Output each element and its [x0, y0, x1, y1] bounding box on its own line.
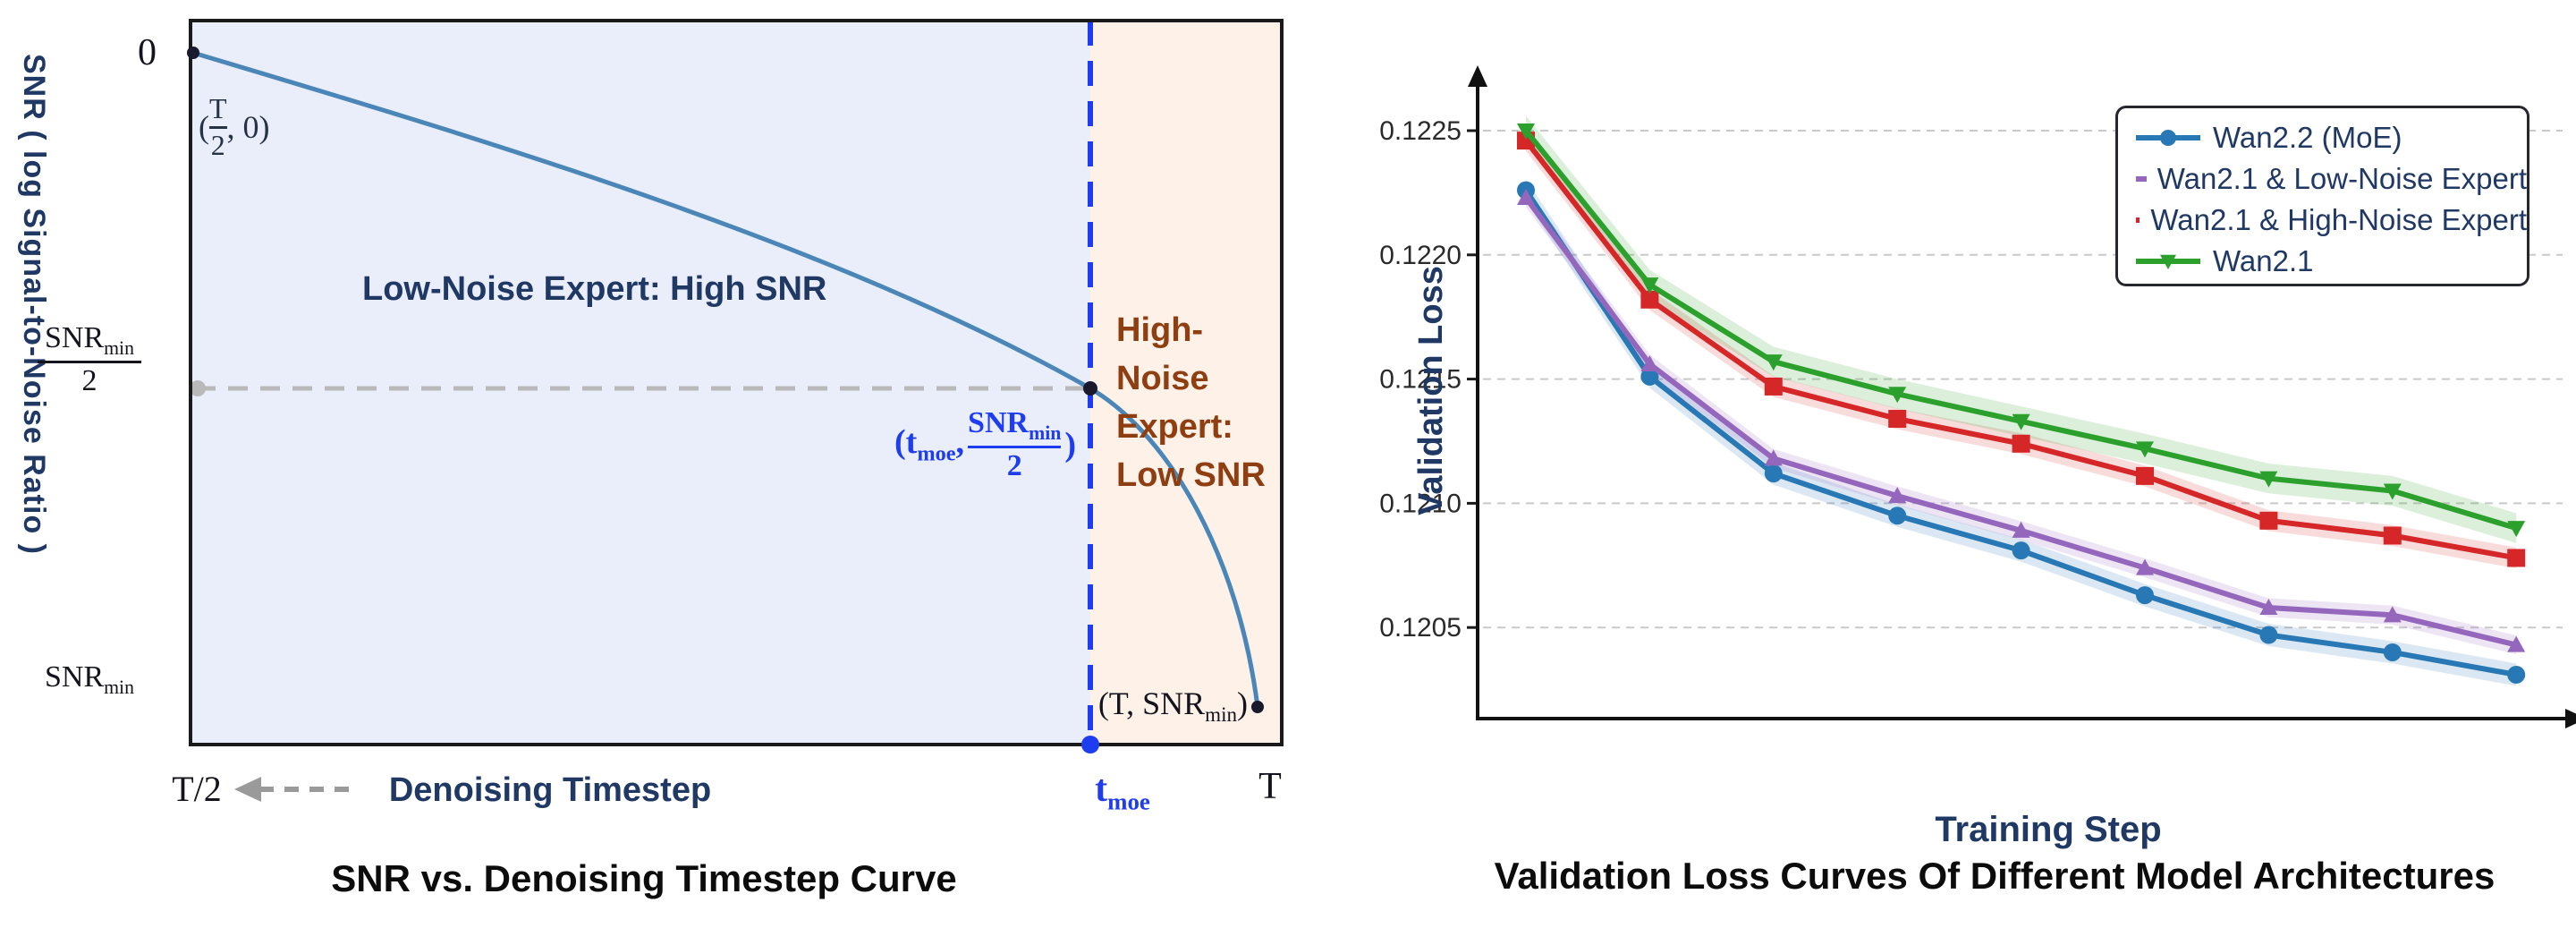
data-point-marker: [2259, 626, 2278, 644]
right-chart-title: Validation Loss Curves Of Different Mode…: [1494, 855, 2496, 897]
data-point-marker: [1640, 277, 1659, 294]
data-point-marker: [2012, 413, 2030, 430]
y-tick-label: 0.1210: [1379, 489, 1462, 518]
right-x-axis-label: Training Step: [1935, 810, 2162, 849]
validation-loss-svg: 0.1225 0.1220 0.1215 0.1210 0.1205: [1379, 65, 2576, 728]
y-tick-label: 0.1205: [1379, 613, 1462, 643]
tick-snr-min-half: SNRmin 2: [38, 322, 141, 396]
data-point-marker: [2012, 434, 2030, 453]
data-point-marker: [2259, 511, 2278, 530]
x-tick-t-half: T/2: [172, 769, 222, 809]
legend-item: Wan2.2 (MoE): [2134, 117, 2527, 158]
data-point-marker: [1888, 487, 1907, 504]
high-noise-region: [1090, 21, 1282, 745]
y-tick-label: 0.1220: [1379, 241, 1462, 270]
data-point-marker: [2136, 558, 2154, 575]
square-legend-marker-icon: [2136, 217, 2140, 223]
data-point-marker: [2012, 541, 2030, 560]
data-point-marker: [1888, 410, 1907, 429]
data-point-marker: [1640, 354, 1659, 371]
y-tick-label: 0.1225: [1379, 116, 1462, 146]
data-point-marker: [2507, 635, 2526, 652]
low-noise-region-label: Low-Noise Expert: High SNR: [362, 270, 827, 308]
data-point-marker: [2259, 471, 2278, 488]
right-y-axis-label: Validation Loss: [1411, 266, 1450, 515]
data-point-marker: [2383, 483, 2402, 500]
left-arrow-dashed-icon: [234, 777, 353, 802]
data-point-marker: [1640, 367, 1659, 386]
data-point-marker: [2383, 643, 2402, 661]
triangle-down-legend-marker-icon: [2136, 254, 2200, 269]
end-point-dot: [1251, 701, 1264, 713]
snr-min-half-denominator: 2: [81, 363, 97, 397]
left-chart-title: SNR vs. Denoising Timestep Curve: [331, 857, 957, 899]
start-point-annotation: (T 2, 0): [199, 92, 270, 161]
moe-intersection-dot: [1083, 381, 1097, 396]
snr-diagram-svg: [187, 19, 1284, 802]
t-moe-axis-dot: [1081, 736, 1099, 753]
data-point-marker: [2012, 521, 2030, 538]
data-point-marker: [1764, 449, 1783, 466]
data-point-marker: [1517, 123, 1535, 140]
data-point-marker: [2383, 606, 2402, 623]
legend-label: Wan2.1 & High-Noise Expert: [2150, 203, 2527, 236]
data-point-marker: [1517, 188, 1535, 205]
data-point-marker: [1764, 354, 1783, 371]
circle-legend-marker-icon: [2136, 130, 2200, 146]
snr-min-half-numerator: SNRmin: [45, 321, 134, 359]
tick-zero: 0: [138, 32, 157, 73]
legend-item: Wan2.1 & Low-Noise Expert: [2134, 158, 2527, 200]
legend-item: Wan2.1: [2134, 241, 2527, 282]
legend-label: Wan2.2 (MoE): [2213, 121, 2402, 154]
y-tick-label: 0.1215: [1379, 365, 1462, 395]
end-point-annotation: (T, SNRmin): [1097, 685, 1248, 727]
y-axis-arrow-icon: [1468, 65, 1487, 87]
x-axis-arrow-icon: [2565, 709, 2576, 728]
data-point-marker: [2507, 521, 2526, 538]
data-point-marker: [1764, 377, 1783, 396]
snr-timestep-diagram: SNR ( log Signal-to-Noise Ratio ) 0 SNRm…: [17, 19, 1284, 899]
snr-curve: [192, 50, 1260, 708]
left-x-axis-label: Denoising Timestep: [388, 771, 712, 809]
validation-loss-chart: 0.1225 0.1220 0.1215 0.1210 0.1205 Validatio…: [1377, 0, 2576, 928]
data-point-marker: [2383, 526, 2402, 545]
legend-label: Wan2.1: [2213, 244, 2314, 277]
plot-box-border: [189, 19, 1284, 746]
moe-point-annotation: (tmoe, SNRmin 2 ): [894, 406, 1076, 482]
legend-item: Wan2.1 & High-Noise Expert: [2134, 200, 2527, 241]
triangle-up-legend-marker-icon: [2136, 176, 2147, 182]
data-point-marker: [2136, 441, 2154, 458]
data-point-marker: [2136, 586, 2154, 605]
data-point-marker: [1888, 387, 1907, 404]
data-point-marker: [1640, 290, 1659, 309]
snr-half-axis-dot: [190, 380, 206, 396]
legend-label: Wan2.1 & Low-Noise Expert: [2157, 162, 2527, 195]
low-noise-region: [191, 21, 1090, 745]
data-point-marker: [2507, 549, 2526, 567]
data-point-marker: [2259, 598, 2278, 615]
tick-snr-min: SNRmin: [45, 660, 134, 698]
data-point-marker: [1888, 507, 1907, 525]
high-noise-region-label: High- Noise Expert: Low SNR: [1116, 311, 1266, 494]
start-point-dot: [187, 47, 199, 59]
chart-legend: Wan2.2 (MoE) Wan2.1 & Low-Noise Expert Wan…: [2115, 106, 2529, 286]
left-y-axis-label: SNR ( log Signal-to-Noise Ratio ): [17, 54, 51, 555]
x-tick-t-end: T: [1258, 766, 1282, 807]
data-point-marker: [1764, 464, 1783, 483]
data-point-marker: [2507, 665, 2526, 684]
data-point-marker: [2136, 466, 2154, 485]
x-tick-t-moe: tmoe: [1095, 769, 1150, 815]
